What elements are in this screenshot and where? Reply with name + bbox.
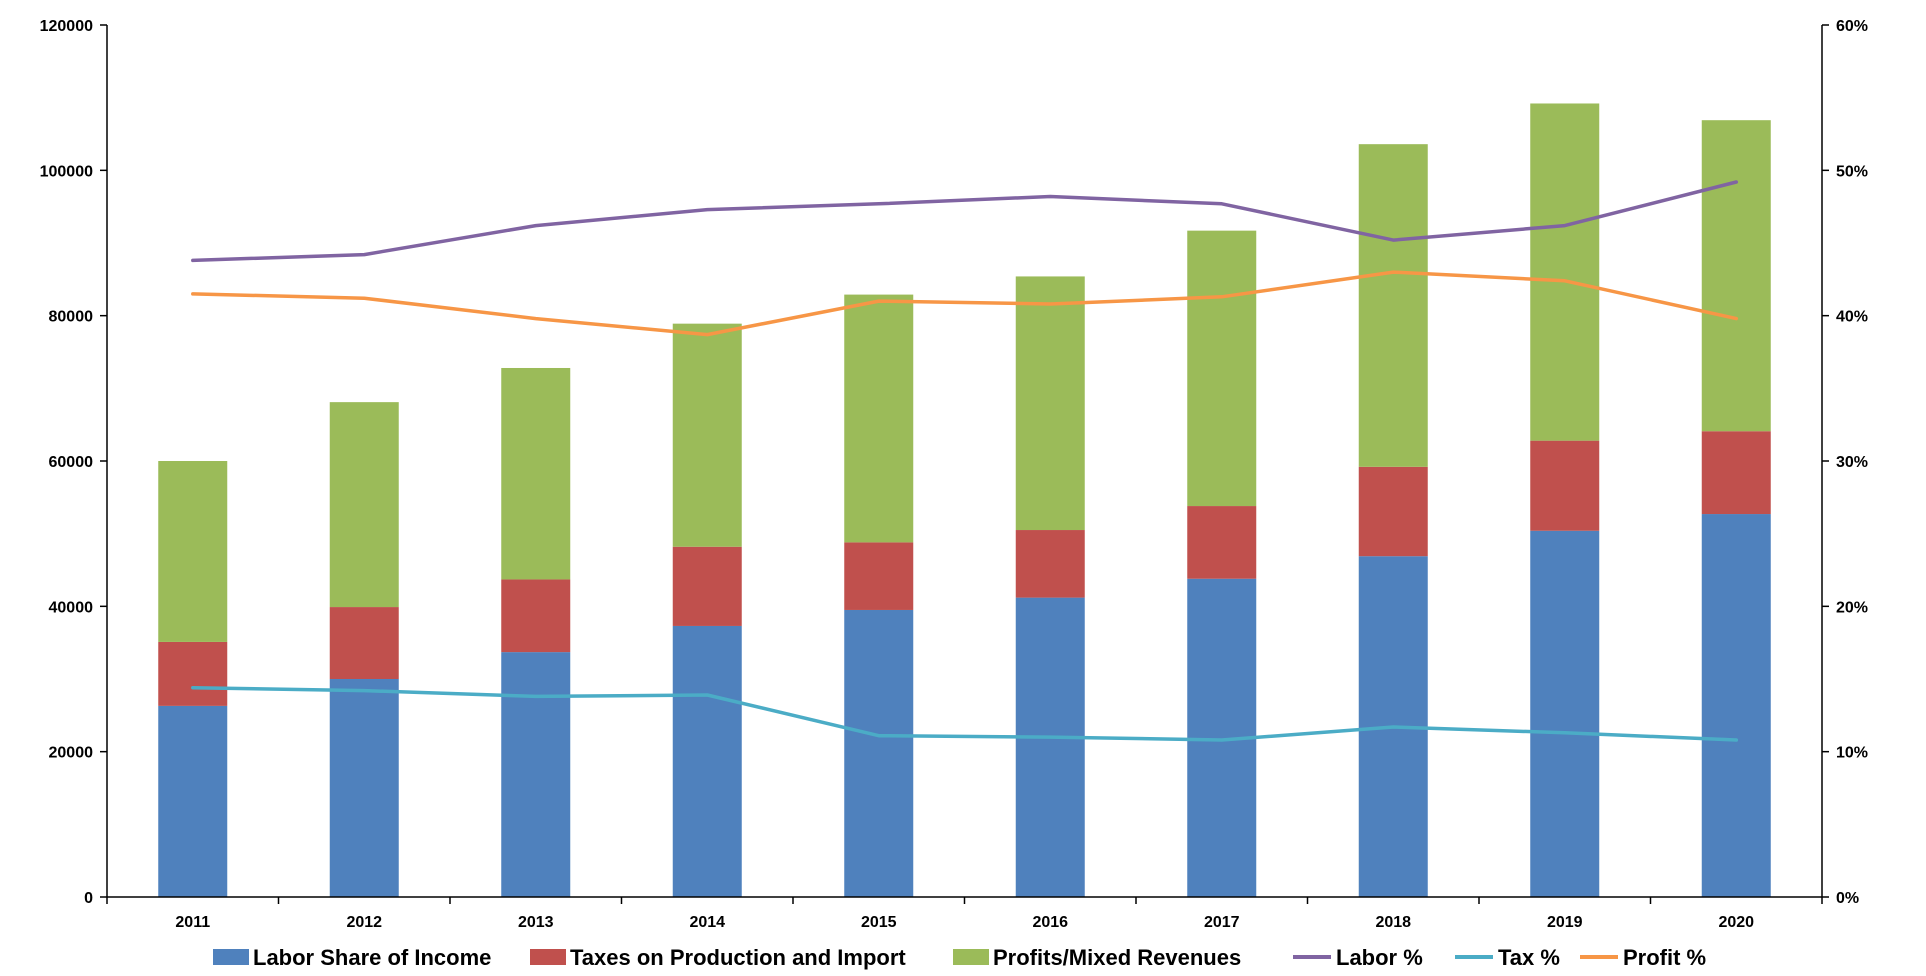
bars-layer <box>158 103 1771 897</box>
legend-item-tax: Tax % <box>1455 945 1560 970</box>
bar-labor-share-of-income-2013 <box>501 652 571 897</box>
y-right-tick-label: 20% <box>1836 599 1868 616</box>
axes-layer: 0 20000 40000 60000 80000 100000 120000 0% 10% 20… <box>40 18 1868 931</box>
bar-profits-mixed-revenues-2018 <box>1358 144 1428 467</box>
y-right-tick-label: 0% <box>1836 890 1859 907</box>
y-left-tick-label: 0 <box>84 890 93 907</box>
y-left-tick-label: 80000 <box>49 309 94 326</box>
bar-taxes-on-production-and-import-2019 <box>1530 440 1600 531</box>
legend-label: Labor Share of Income <box>253 945 491 970</box>
x-tick-label: 2018 <box>1375 914 1411 931</box>
bar-taxes-on-production-and-import-2011 <box>158 641 228 706</box>
legend-item-profit: Profit % <box>1580 945 1706 970</box>
bar-labor-share-of-income-2012 <box>329 679 399 897</box>
bar-taxes-on-production-and-import-2020 <box>1701 431 1771 515</box>
bar-taxes-on-production-and-import-2017 <box>1187 506 1257 579</box>
bar-taxes-on-production-and-import-2014 <box>672 546 742 626</box>
bar-labor-share-of-income-2015 <box>844 609 914 897</box>
legend-swatch <box>530 949 566 965</box>
legend-item-taxes-on-production-and-import: Taxes on Production and Import <box>530 945 906 970</box>
bar-labor-share-of-income-2011 <box>158 705 228 897</box>
legend-label: Profits/Mixed Revenues <box>993 945 1241 970</box>
legend-label: Profit % <box>1623 945 1706 970</box>
bar-taxes-on-production-and-import-2013 <box>501 579 571 653</box>
bar-profits-mixed-revenues-2019 <box>1530 103 1600 441</box>
bar-labor-share-of-income-2014 <box>672 625 742 897</box>
legend-swatch <box>953 949 989 965</box>
y-right-tick-label: 40% <box>1836 309 1868 326</box>
y-right-tick-label: 50% <box>1836 163 1868 180</box>
y-left-tick-label: 20000 <box>49 745 94 762</box>
lines-layer <box>191 180 1739 742</box>
bar-labor-share-of-income-2019 <box>1530 530 1600 897</box>
bar-taxes-on-production-and-import-2012 <box>329 607 399 679</box>
legend: Labor Share of Income Taxes on Production… <box>213 945 1706 970</box>
bar-profits-mixed-revenues-2012 <box>329 402 399 608</box>
bar-profits-mixed-revenues-2013 <box>501 367 571 580</box>
y-right-tick-label: 60% <box>1836 18 1868 35</box>
bar-profits-mixed-revenues-2011 <box>158 461 228 642</box>
x-tick-label: 2013 <box>518 914 554 931</box>
bar-labor-share-of-income-2016 <box>1015 597 1085 897</box>
x-tick-label: 2015 <box>861 914 897 931</box>
y-right-tick-label: 10% <box>1836 745 1868 762</box>
y-right-tick-label: 30% <box>1836 454 1868 471</box>
bar-profits-mixed-revenues-2020 <box>1701 120 1771 432</box>
x-tick-label: 2017 <box>1204 914 1240 931</box>
y-left-tick-label: 120000 <box>40 18 93 35</box>
bar-profits-mixed-revenues-2015 <box>844 294 914 543</box>
legend-item-labor: Labor % <box>1293 945 1423 970</box>
legend-label: Taxes on Production and Import <box>570 945 906 970</box>
legend-swatch <box>213 949 249 965</box>
bar-taxes-on-production-and-import-2015 <box>844 542 914 610</box>
x-tick-label: 2012 <box>346 914 382 931</box>
bar-profits-mixed-revenues-2017 <box>1187 230 1257 507</box>
bar-labor-share-of-income-2020 <box>1701 514 1771 897</box>
y-left-tick-label: 40000 <box>49 599 94 616</box>
legend-item-profits-mixed-revenues: Profits/Mixed Revenues <box>953 945 1241 970</box>
x-tick-label: 2014 <box>689 914 725 931</box>
bar-profits-mixed-revenues-2014 <box>672 323 742 547</box>
bar-taxes-on-production-and-import-2018 <box>1358 466 1428 557</box>
legend-item-labor-share-of-income: Labor Share of Income <box>213 945 491 970</box>
legend-label: Tax % <box>1498 945 1560 970</box>
line-labor <box>191 180 1739 263</box>
x-tick-label: 2019 <box>1547 914 1583 931</box>
line-tax <box>191 685 1739 742</box>
y-left-tick-label: 60000 <box>49 454 94 471</box>
y-left-tick-label: 100000 <box>40 163 93 180</box>
bar-taxes-on-production-and-import-2016 <box>1015 530 1085 598</box>
legend-label: Labor % <box>1336 945 1423 970</box>
line-profit <box>191 270 1739 337</box>
x-tick-label: 2011 <box>175 914 210 931</box>
x-tick-label: 2020 <box>1718 914 1754 931</box>
bar-profits-mixed-revenues-2016 <box>1015 276 1085 531</box>
x-tick-label: 2016 <box>1032 914 1068 931</box>
